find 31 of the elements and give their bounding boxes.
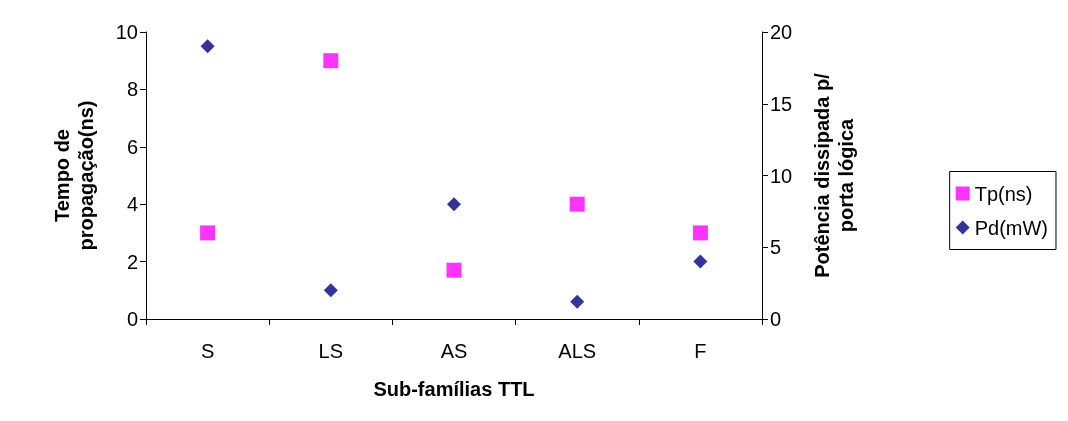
y2-tick-label: 0	[770, 308, 782, 330]
point	[570, 294, 585, 309]
x-tick-label: S	[200, 340, 215, 362]
x-tick-label: AS	[440, 340, 468, 362]
legend-label: Tp(ns)	[974, 182, 1033, 205]
point	[692, 225, 708, 241]
y2-tick-label: 5	[770, 236, 782, 259]
legend-label: Pd(mW)	[974, 216, 1049, 239]
y-tick-label: 4	[126, 193, 138, 216]
y2-tick-label: 15	[770, 92, 793, 115]
y-tick-label: 0	[126, 308, 138, 330]
point	[569, 196, 585, 212]
x-tick-label: ALS	[558, 340, 597, 362]
y-tick-label: 6	[126, 135, 138, 158]
x-tick-label: F	[694, 340, 707, 362]
point	[693, 254, 708, 269]
y2-tick-label: 10	[770, 164, 793, 187]
y-tick-label: 8	[126, 78, 138, 101]
point	[200, 39, 215, 54]
y2-tick-label: 20	[770, 21, 793, 43]
y2-axis-title: Potência dissipada p/ porta lógica	[811, 72, 857, 278]
point	[200, 225, 216, 241]
y-tick-label: 2	[126, 250, 138, 273]
x-tick-label: LS	[318, 340, 344, 362]
point	[323, 53, 339, 69]
point	[323, 283, 338, 298]
y-axis-title: Tempo de propagação(ns)	[51, 100, 97, 251]
y-tick-label: 10	[115, 21, 138, 43]
x-axis-title: Sub-famílias TTL	[373, 378, 535, 400]
point	[446, 262, 462, 278]
point	[447, 197, 461, 212]
